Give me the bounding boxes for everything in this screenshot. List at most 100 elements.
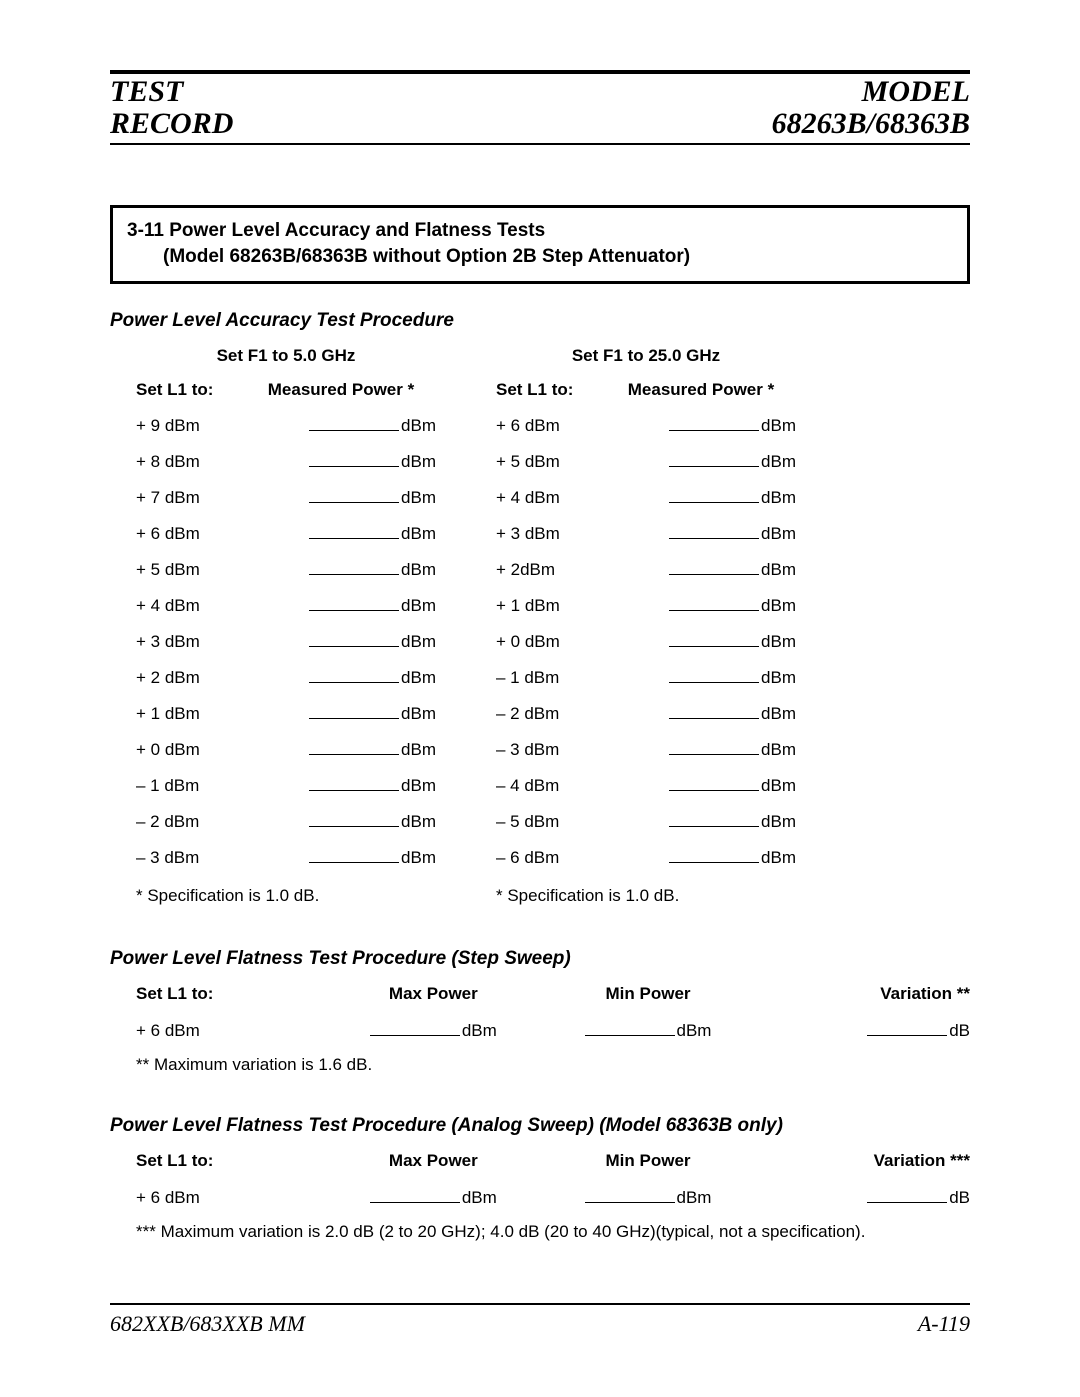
- accuracy-head-set: Set L1 to:: [136, 380, 246, 400]
- unit-dbm: dBm: [401, 632, 436, 652]
- blank-line: [669, 557, 759, 575]
- unit-dbm: dBm: [677, 1021, 712, 1041]
- flat-analog-set-value: + 6 dBm: [136, 1188, 326, 1208]
- accuracy-set-value: – 6 dBm: [496, 848, 606, 868]
- accuracy-set-value: + 0 dBm: [136, 740, 246, 760]
- accuracy-set-value: – 3 dBm: [136, 848, 246, 868]
- accuracy-col-left: Set F1 to 5.0 GHz Set L1 to: Measured Po…: [136, 346, 436, 906]
- unit-dbm: dBm: [401, 668, 436, 688]
- accuracy-data-row: + 3 dBm dBm: [136, 629, 436, 652]
- accuracy-meas-cell: dBm: [606, 845, 796, 868]
- blank-line: [309, 629, 399, 647]
- blank-line: [669, 845, 759, 863]
- blank-line: [309, 593, 399, 611]
- accuracy-block: Set F1 to 5.0 GHz Set L1 to: Measured Po…: [110, 346, 970, 906]
- accuracy-data-row: – 3 dBm dBm: [496, 737, 796, 760]
- header-left-line1: TEST: [110, 75, 183, 108]
- unit-dbm: dBm: [761, 704, 796, 724]
- page-header: TEST RECORD MODEL 68263B/68363B: [110, 76, 970, 139]
- unit-dbm: dBm: [761, 740, 796, 760]
- unit-dbm: dBm: [761, 524, 796, 544]
- accuracy-right-rows: + 6 dBmdBm+ 5 dBmdBm+ 4 dBmdBm+ 3 dBmdBm…: [496, 413, 796, 868]
- accuracy-set-value: – 3 dBm: [496, 740, 606, 760]
- unit-dbm: dBm: [401, 704, 436, 724]
- unit-dbm: dBm: [401, 596, 436, 616]
- blank-line: [309, 701, 399, 719]
- accuracy-left-freq-head: Set F1 to 5.0 GHz: [136, 346, 436, 366]
- blank-line: [669, 737, 759, 755]
- blank-line: [669, 665, 759, 683]
- accuracy-data-row: – 2 dBm dBm: [136, 809, 436, 832]
- accuracy-left-rows: + 9 dBmdBm+ 8 dBmdBm+ 7 dBmdBm+ 6 dBmdBm…: [136, 413, 436, 868]
- blank-line: [867, 1018, 947, 1036]
- blank-line: [370, 1185, 460, 1203]
- unit-dbm: dBm: [462, 1021, 497, 1041]
- accuracy-meas-cell: dBm: [606, 773, 796, 796]
- header-bottom-rule: [110, 143, 970, 145]
- accuracy-data-row: – 4 dBmdBm: [496, 773, 796, 796]
- accuracy-set-value: + 1 dBm: [136, 704, 246, 724]
- accuracy-set-value: + 8 dBm: [136, 452, 246, 472]
- accuracy-data-row: – 6 dBm dBm: [496, 845, 796, 868]
- unit-dbm: dBm: [761, 848, 796, 868]
- blank-line: [669, 485, 759, 503]
- blank-line: [309, 737, 399, 755]
- blank-line: [669, 413, 759, 431]
- unit-dbm: dBm: [401, 812, 436, 832]
- accuracy-head-meas: Measured Power *: [606, 380, 796, 400]
- flat-analog-block: Set L1 to: Max Power Min Power Variation…: [110, 1151, 970, 1242]
- accuracy-meas-cell: dBm: [606, 413, 796, 436]
- accuracy-set-value: + 3 dBm: [496, 524, 606, 544]
- accuracy-meas-cell: dBm: [606, 593, 796, 616]
- unit-db: dB: [949, 1188, 970, 1208]
- blank-line: [669, 629, 759, 647]
- section-number-title: 3-11 Power Level Accuracy and Flatness T…: [127, 220, 545, 241]
- accuracy-meas-cell: dBm: [246, 557, 436, 580]
- accuracy-data-row: + 3 dBm dBm: [496, 521, 796, 544]
- flat-step-var-cell: dB: [755, 1018, 970, 1041]
- accuracy-set-value: – 1 dBm: [136, 776, 246, 796]
- blank-line: [669, 701, 759, 719]
- accuracy-meas-cell: dBm: [246, 809, 436, 832]
- unit-db: dB: [949, 1021, 970, 1041]
- accuracy-right-row-head: Set L1 to: Measured Power *: [496, 380, 796, 400]
- blank-line: [309, 413, 399, 431]
- flat-step-title: Power Level Flatness Test Procedure (Ste…: [110, 948, 970, 970]
- section-title-box: 3-11 Power Level Accuracy and Flatness T…: [110, 205, 970, 284]
- flat-head-var: Variation **: [755, 984, 970, 1004]
- accuracy-title: Power Level Accuracy Test Procedure: [110, 310, 970, 332]
- accuracy-meas-cell: dBm: [246, 593, 436, 616]
- flat-head-set: Set L1 to:: [136, 1151, 326, 1171]
- accuracy-data-row: – 2 dBm dBm: [496, 701, 796, 724]
- unit-dbm: dBm: [761, 560, 796, 580]
- accuracy-data-row: + 0 dBmdBm: [496, 629, 796, 652]
- flat-analog-title: Power Level Flatness Test Procedure (Ana…: [110, 1115, 970, 1137]
- accuracy-left-row-head: Set L1 to: Measured Power *: [136, 380, 436, 400]
- accuracy-data-row: + 1 dBm dBm: [136, 701, 436, 724]
- accuracy-data-row: + 1 dBmdBm: [496, 593, 796, 616]
- accuracy-meas-cell: dBm: [246, 413, 436, 436]
- accuracy-data-row: – 5 dBmdBm: [496, 809, 796, 832]
- accuracy-data-row: – 1 dBm dBm: [136, 773, 436, 796]
- accuracy-right-spec: * Specification is 1.0 dB.: [496, 886, 796, 906]
- flat-head-max: Max Power: [326, 1151, 541, 1171]
- accuracy-data-row: + 2dBm dBm: [496, 557, 796, 580]
- unit-dbm: dBm: [401, 560, 436, 580]
- unit-dbm: dBm: [401, 776, 436, 796]
- footer-row: 682XXB/683XXB MM A-119: [110, 1311, 970, 1337]
- flat-step-min-cell: dBm: [541, 1018, 756, 1041]
- accuracy-set-value: – 2 dBm: [496, 704, 606, 724]
- accuracy-data-row: + 7 dBmdBm: [136, 485, 436, 508]
- unit-dbm: dBm: [761, 812, 796, 832]
- accuracy-set-value: + 2 dBm: [136, 668, 246, 688]
- accuracy-data-row: + 0 dBm dBm: [136, 737, 436, 760]
- unit-dbm: dBm: [401, 740, 436, 760]
- accuracy-set-value: + 4 dBm: [136, 596, 246, 616]
- accuracy-left-spec: * Specification is 1.0 dB.: [136, 886, 436, 906]
- accuracy-meas-cell: dBm: [606, 737, 796, 760]
- blank-line: [585, 1185, 675, 1203]
- flat-head-min: Min Power: [541, 984, 756, 1004]
- accuracy-set-value: – 2 dBm: [136, 812, 246, 832]
- accuracy-set-value: + 3 dBm: [136, 632, 246, 652]
- accuracy-set-value: + 2dBm: [496, 560, 606, 580]
